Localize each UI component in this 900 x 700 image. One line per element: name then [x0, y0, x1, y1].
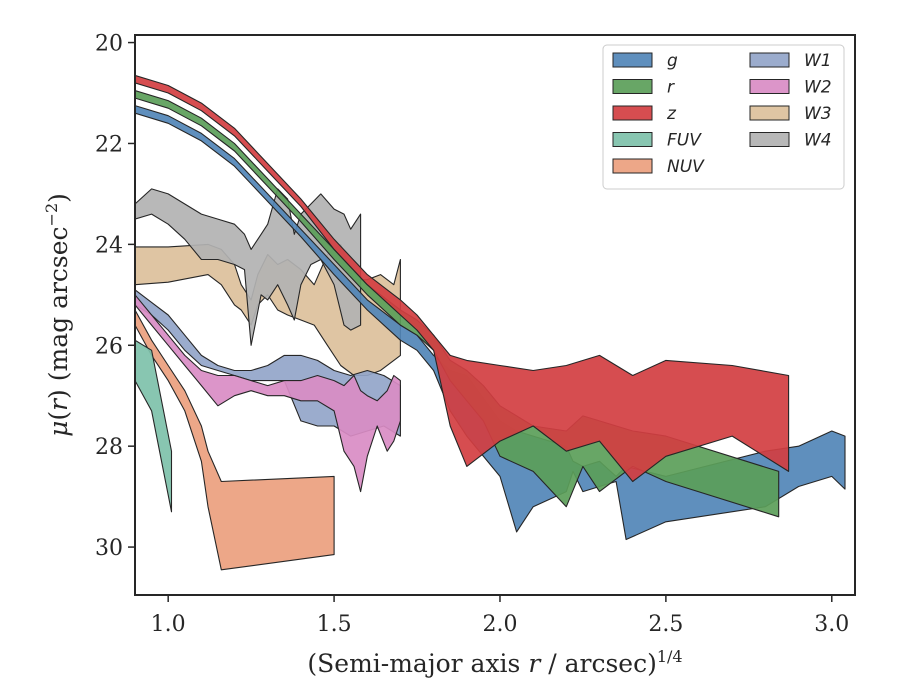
- plot-area: [135, 74, 846, 571]
- legend-label: g: [667, 51, 678, 71]
- axes-frame: [134, 34, 856, 596]
- legend-item-r: r: [612, 78, 675, 98]
- legend-label: FUV: [667, 131, 702, 151]
- legend-item-g: g: [612, 51, 678, 71]
- legend-swatch: [749, 105, 790, 121]
- x-tick-label: 2.0: [482, 612, 517, 637]
- legend-item-fuv: FUV: [612, 131, 702, 151]
- y-tick-label: 20: [95, 32, 123, 57]
- x-axis-label-exponent: 1/4: [657, 647, 683, 666]
- legend-swatch: [612, 105, 653, 121]
- y-tick-label: 28: [95, 435, 123, 460]
- y-axis-label-unit: ) (mag arcsec: [44, 226, 73, 399]
- band-fuv: [135, 339, 173, 513]
- legend-swatch: [612, 52, 653, 68]
- band-w4: [135, 188, 362, 346]
- y-tick-label: 24: [95, 233, 123, 258]
- legend-item-w1: W1: [749, 51, 832, 71]
- x-axis-label-prefix: (Semi-major axis: [307, 649, 528, 678]
- y-tick-label: 22: [95, 132, 123, 157]
- x-axis-label: (Semi-major axis r / arcsec)1/4: [307, 647, 682, 678]
- legend-item-w2: W2: [749, 78, 832, 98]
- legend: grz FUV NUV W1 W2 W3 W4: [602, 44, 845, 190]
- legend-swatch: [612, 132, 653, 147]
- x-axis-label-suffix: / arcsec): [540, 649, 657, 678]
- legend-item-z: z: [612, 104, 677, 124]
- legend-swatch: [612, 158, 653, 174]
- legend-swatch: [612, 79, 653, 94]
- legend-item-w4: W4: [749, 131, 832, 151]
- y-axis-label-open: (: [44, 411, 73, 421]
- band-w2: [135, 294, 401, 493]
- x-tick-label: 2.5: [648, 612, 683, 637]
- legend-label: W4: [804, 131, 832, 151]
- axis-ticks: 1.0 1.5 2.0 2.5 3.0 20 22 24 26 28 30: [95, 32, 849, 637]
- band-z: [135, 74, 790, 483]
- legend-label: NUV: [667, 157, 705, 177]
- x-tick-label: 1.5: [317, 612, 352, 637]
- band-nuv: [135, 309, 335, 571]
- legend-label: W3: [804, 104, 832, 124]
- y-axis-label-mu: μ: [44, 421, 73, 437]
- x-axis-label-var: r: [528, 649, 542, 678]
- legend-swatch: [749, 52, 790, 68]
- legend-label: W2: [804, 78, 832, 98]
- y-axis-label-var: r: [44, 397, 73, 411]
- legend-label: W1: [804, 51, 832, 71]
- legend-item-w3: W3: [749, 104, 832, 124]
- legend-label: z: [666, 104, 677, 124]
- legend-swatch: [749, 79, 790, 94]
- legend-swatch: [749, 132, 790, 147]
- legend-label: r: [667, 78, 675, 98]
- y-tick-label: 30: [95, 536, 123, 561]
- y-tick-label: 26: [95, 334, 123, 359]
- y-axis-label-exponent: −2: [42, 203, 61, 227]
- x-tick-label: 1.0: [151, 612, 186, 637]
- x-tick-label: 3.0: [814, 612, 849, 637]
- legend-item-nuv: NUV: [612, 157, 705, 177]
- y-axis-label: μ(r) (mag arcsec−2): [42, 193, 73, 437]
- y-axis-label-end: ): [44, 193, 73, 203]
